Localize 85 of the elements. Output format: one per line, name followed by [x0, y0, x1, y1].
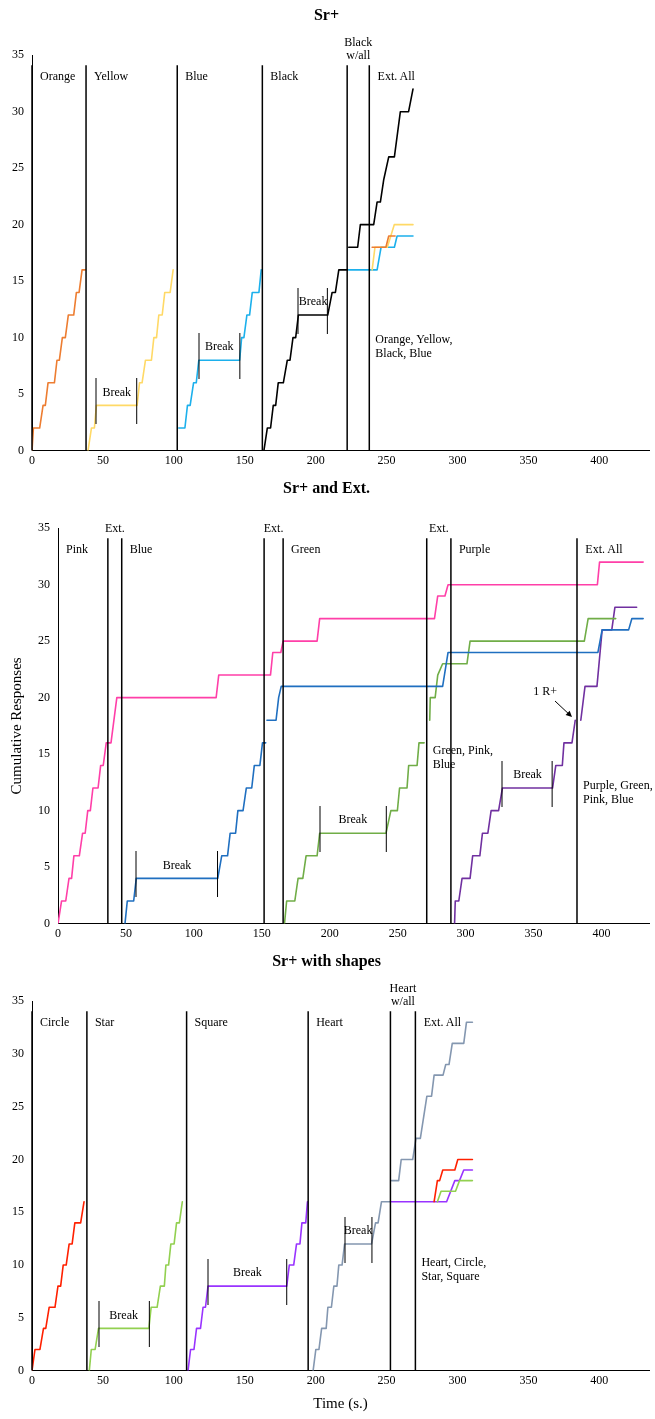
annotation: Break: [204, 339, 234, 354]
ref-line-label: Orange: [39, 69, 76, 84]
ref-line-label: Ext. All: [423, 1015, 462, 1030]
x-tick-label: 150: [252, 925, 271, 940]
chart-title: Sr+ and Ext.: [283, 478, 370, 496]
y-tick-label: 35: [12, 47, 24, 62]
x-tick-label: 350: [519, 1372, 538, 1387]
y-tick-label: 5: [18, 386, 24, 401]
x-tick-label: 200: [306, 1372, 325, 1387]
ref-line-label: Square: [194, 1015, 228, 1030]
x-tick-label: 150: [235, 452, 254, 467]
ref-line-label: Blue: [129, 542, 153, 557]
annotation: 1 R+: [533, 684, 558, 699]
ref-line-label: Heart: [316, 1015, 344, 1030]
y-tick-label: 10: [38, 802, 50, 817]
x-tick-label: 100: [184, 925, 203, 940]
y-tick-label: 25: [38, 633, 50, 648]
y-axis-title: Cumulative Responses: [7, 657, 24, 795]
x-tick-label: 0: [55, 925, 61, 940]
annotation: Break: [102, 384, 132, 399]
annotation: Pink: [66, 542, 89, 557]
x-tick-label: 300: [456, 925, 475, 940]
ref-line-label: Yellow: [94, 69, 129, 84]
y-tick-label: 35: [12, 993, 24, 1008]
ref-line-label: Ext.: [263, 521, 284, 536]
x-axis-title: Time (s.): [313, 1394, 368, 1412]
ref-line-label: Heart w/all: [389, 981, 417, 1009]
y-tick-label: 30: [12, 1046, 24, 1061]
x-tick-label: 350: [524, 925, 543, 940]
ref-line-label: Black w/all: [344, 35, 373, 63]
x-tick-label: 250: [377, 452, 396, 467]
y-tick-label: 25: [12, 160, 24, 175]
x-tick-label: 300: [448, 452, 467, 467]
x-tick-label: 350: [519, 452, 538, 467]
y-tick-label: 15: [12, 273, 24, 288]
x-tick-label: 50: [96, 1372, 109, 1387]
x-tick-label: 200: [306, 452, 325, 467]
annotation: Break: [109, 1307, 139, 1322]
y-tick-label: 30: [38, 576, 50, 591]
y-tick-label: 20: [12, 1151, 24, 1166]
x-tick-label: 100: [164, 452, 183, 467]
y-tick-label: 0: [18, 1362, 24, 1377]
ref-line-label: Ext. All: [377, 69, 416, 84]
annotation: Break: [338, 812, 368, 827]
y-tick-label: 5: [44, 859, 50, 874]
x-tick-label: 50: [119, 925, 132, 940]
y-tick-label: 0: [18, 442, 24, 457]
y-tick-label: 0: [44, 915, 50, 930]
ref-line-label: Ext.: [104, 521, 125, 536]
y-tick-label: 20: [12, 216, 24, 231]
ref-line-label: Purple: [458, 542, 491, 557]
x-tick-label: 200: [320, 925, 339, 940]
y-tick-label: 10: [12, 329, 24, 344]
y-tick-label: 25: [12, 1098, 24, 1113]
x-tick-label: 400: [592, 925, 611, 940]
annotation: Break: [162, 857, 192, 872]
ref-line-label: Star: [94, 1015, 115, 1030]
chart-title: Sr+ with shapes: [272, 951, 381, 970]
x-tick-label: 250: [377, 1372, 396, 1387]
y-tick-label: 20: [38, 689, 50, 704]
ref-line-label: Black: [270, 69, 299, 84]
ref-line-label: Ext. All: [585, 542, 624, 557]
y-tick-label: 10: [12, 1257, 24, 1272]
x-tick-label: 150: [235, 1372, 254, 1387]
x-tick-label: 400: [590, 1372, 609, 1387]
annotation: Purple, Green, Pink, Blue: [582, 777, 653, 806]
ref-line-label: Green: [291, 542, 321, 557]
ref-line-label: Ext.: [428, 521, 449, 536]
ref-line-label: Circle: [40, 1015, 70, 1030]
x-tick-label: 50: [96, 452, 109, 467]
annotation: Break: [233, 1265, 262, 1280]
x-tick-label: 100: [164, 1372, 183, 1387]
y-tick-label: 30: [12, 103, 24, 118]
y-tick-label: 35: [38, 520, 50, 535]
y-tick-label: 15: [38, 746, 50, 761]
y-tick-label: 15: [12, 1204, 24, 1219]
x-tick-label: 300: [448, 1372, 467, 1387]
chart-title: Sr+: [313, 5, 340, 23]
x-tick-label: 400: [590, 452, 609, 467]
annotation: Heart, Circle, Star, Square: [421, 1255, 487, 1284]
x-tick-label: 250: [388, 925, 407, 940]
y-tick-label: 5: [18, 1309, 24, 1324]
annotation: Break: [513, 767, 542, 782]
annotation: Orange, Yellow, Black, Blue: [375, 331, 453, 360]
ref-line-label: Blue: [185, 69, 208, 84]
